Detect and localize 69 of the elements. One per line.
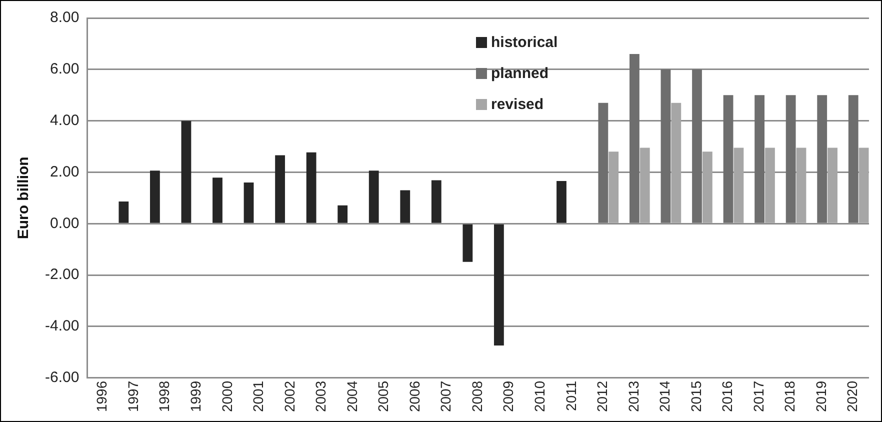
x-tick-label: 2016 — [719, 380, 736, 412]
bar — [630, 54, 640, 223]
x-tick-label: 2002 — [281, 380, 298, 412]
bar — [244, 182, 254, 223]
x-tick-label: 1999 — [188, 380, 204, 412]
x-tick-label: 2003 — [312, 380, 329, 412]
y-tick-label: 0.00 — [50, 214, 80, 232]
bar — [462, 224, 473, 262]
bar — [640, 148, 650, 223]
x-tick-label: 2010 — [532, 380, 548, 412]
bar — [275, 155, 285, 223]
bar — [723, 95, 734, 223]
bar — [848, 95, 858, 223]
x-tick-label: 2017 — [750, 380, 766, 412]
x-tick-label: 2006 — [406, 380, 422, 412]
x-tick-label: 2012 — [594, 380, 610, 412]
y-tick-label: 8.00 — [50, 9, 80, 26]
bar — [858, 148, 869, 223]
x-tick-label: 1996 — [94, 380, 110, 412]
bar — [598, 102, 608, 223]
bar — [702, 152, 712, 223]
y-tick-label: -4.00 — [44, 318, 80, 335]
bar — [306, 152, 316, 223]
legend-label: historical — [491, 34, 558, 50]
y-tick-label: -2.00 — [44, 266, 80, 284]
x-tick-label: 2001 — [250, 380, 266, 412]
x-tick-label: 2019 — [812, 380, 829, 412]
bar — [660, 69, 671, 223]
bar — [556, 180, 566, 223]
y-tick-label: 6.00 — [50, 60, 80, 78]
y-tick-label: 2.00 — [50, 163, 80, 180]
x-tick-label: 2013 — [625, 380, 642, 412]
x-tick-label: 2018 — [782, 380, 798, 412]
x-tick-label: 2008 — [468, 380, 485, 412]
bar — [828, 148, 838, 223]
x-tick-label: 2004 — [344, 380, 360, 412]
bar — [671, 102, 682, 223]
x-tick-label: 2000 — [218, 380, 235, 412]
bar — [494, 224, 504, 346]
y-tick-label: 4.00 — [50, 112, 80, 129]
x-tick-label: 2014 — [656, 380, 673, 412]
bar — [181, 120, 192, 223]
legend-label: planned — [491, 64, 549, 82]
y-axis-title: Euro billion — [15, 156, 32, 240]
bar — [338, 205, 348, 223]
bar — [368, 170, 379, 223]
legend-label: revised — [491, 96, 544, 112]
x-tick-label: 2005 — [375, 380, 392, 412]
bar — [400, 190, 410, 223]
y-tick-label: -6.00 — [44, 368, 80, 386]
x-tick-label: 2020 — [844, 380, 860, 412]
x-tick-label: 2007 — [438, 380, 454, 412]
bar — [817, 95, 828, 223]
bar — [692, 69, 702, 223]
x-tick-label: 2011 — [562, 380, 579, 411]
bar — [786, 95, 796, 223]
x-tick-label: 1998 — [156, 380, 172, 412]
bar — [796, 148, 806, 223]
bar — [608, 152, 619, 223]
bar — [150, 170, 160, 223]
bar — [754, 95, 764, 223]
bar — [765, 148, 775, 223]
bar — [431, 180, 442, 223]
x-tick-label: 1997 — [124, 380, 141, 412]
bar — [118, 202, 129, 223]
x-tick-label: 2009 — [500, 380, 516, 412]
x-tick-label: 2015 — [688, 380, 704, 412]
bar — [212, 178, 222, 223]
bar — [734, 148, 744, 223]
